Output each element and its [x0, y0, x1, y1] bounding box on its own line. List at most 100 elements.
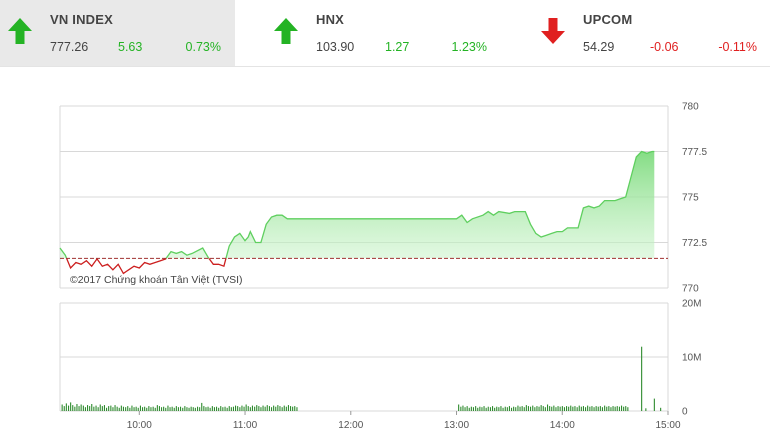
volume-bar: [167, 405, 169, 411]
volume-bar: [496, 406, 498, 411]
volume-bar: [572, 406, 574, 411]
ticker-change: 1.27: [385, 40, 410, 54]
volume-bar: [641, 346, 643, 411]
price-tick-label: 772.5: [682, 238, 707, 249]
volume-bar: [559, 406, 561, 411]
volume-bar: [275, 406, 277, 411]
volume-bar: [142, 407, 144, 411]
volume-bar: [235, 405, 237, 411]
index-chart: ©2017 Chứng khoán Tân Việt (TVSI) 780 777…: [59, 102, 707, 431]
volume-bar: [536, 406, 538, 411]
volume-bar: [156, 405, 158, 411]
ticker-change: -0.06: [650, 40, 679, 54]
x-tick-label: 12:00: [338, 420, 363, 431]
volume-bar: [190, 406, 192, 411]
price-line-down: [65, 258, 227, 275]
volume-bar: [627, 407, 629, 411]
volume-bar: [135, 406, 137, 411]
volume-bar: [158, 406, 160, 411]
volume-bar: [188, 407, 190, 411]
volume-bar: [203, 406, 205, 411]
ticker-value: 54.29: [583, 40, 615, 54]
volume-bar: [660, 407, 662, 411]
volume-bar: [93, 406, 95, 411]
volume-bar: [591, 406, 593, 411]
volume-bar: [294, 406, 296, 411]
volume-bar: [230, 407, 232, 411]
ticker-upcom[interactable]: UPCOM 54.29 -0.06 -0.11%: [533, 0, 770, 66]
volume-bar: [561, 406, 563, 411]
volume-bar: [106, 407, 108, 411]
volume-bar: [152, 406, 154, 411]
volume-bar: [169, 407, 171, 411]
volume-bar: [610, 407, 612, 411]
volume-bar: [532, 405, 534, 411]
volume-bar: [243, 406, 245, 411]
ticker-percent: 0.73%: [185, 40, 221, 54]
price-line: [59, 150, 655, 275]
volume-bar: [239, 407, 241, 411]
volume-bar: [625, 406, 627, 411]
volume-bar: [589, 406, 591, 411]
volume-bar: [65, 403, 67, 411]
x-tick-label: 11:00: [233, 420, 258, 431]
volume-bar: [266, 405, 268, 411]
volume-bar: [103, 405, 105, 411]
volume-bar: [580, 406, 582, 411]
volume-bar: [645, 408, 647, 411]
volume-bar: [133, 407, 135, 411]
volume-bar: [218, 407, 220, 411]
x-tick-label: 14:00: [550, 420, 575, 431]
price-tick-label: 775: [682, 193, 699, 204]
volume-bar: [487, 406, 489, 411]
volume-bar: [547, 404, 549, 411]
volume-bar: [226, 407, 228, 411]
ticker-percent: -0.11%: [718, 40, 757, 54]
volume-bar: [504, 406, 506, 411]
volume-bar: [593, 407, 595, 411]
volume-bar: [273, 405, 275, 411]
x-axis: 10:00 11:00 12:00 13:00 14:00 15:00: [127, 411, 681, 431]
volume-bar: [74, 406, 76, 411]
x-tick-label: 10:00: [127, 420, 152, 431]
volume-bar: [232, 406, 234, 411]
ticker-name: VN INDEX: [50, 12, 114, 27]
volume-bar: [599, 406, 601, 411]
volume-bar: [538, 406, 540, 411]
volume-bar: [292, 406, 294, 411]
volume-bar: [211, 406, 213, 411]
volume-bar: [608, 406, 610, 411]
volume-bar: [80, 404, 82, 411]
volume-bar: [139, 405, 141, 411]
ticker-name: HNX: [316, 12, 345, 27]
volume-bar: [576, 407, 578, 411]
volume-bar: [614, 406, 616, 411]
ticker-value: 103.90: [316, 40, 355, 54]
x-tick-label: 13:00: [444, 420, 469, 431]
volume-bar: [213, 407, 215, 411]
volume-bar: [479, 406, 481, 411]
ticker-hnx[interactable]: HNX 103.90 1.27 1.23%: [266, 0, 506, 66]
volume-tick-label: 20M: [682, 299, 701, 310]
ticker-vn-index[interactable]: VN INDEX 777.26 5.63 0.73%: [0, 0, 235, 66]
volume-bar: [268, 406, 270, 411]
volume-bar: [296, 407, 298, 411]
index-ticker-bar: VN INDEX 777.26 5.63 0.73% HNX 103.90 1.…: [0, 0, 770, 67]
volume-bar: [508, 406, 510, 411]
volume-bar: [271, 407, 273, 411]
volume-bar: [89, 406, 91, 411]
volume-bar: [574, 406, 576, 411]
volume-tick-label: 0: [682, 407, 688, 418]
volume-bar: [148, 406, 150, 411]
volume-bar: [570, 405, 572, 411]
volume-bar: [483, 406, 485, 411]
volume-bar: [544, 407, 546, 411]
volume-bar: [513, 406, 515, 411]
volume-bar: [76, 404, 78, 411]
volume-bar: [82, 405, 84, 411]
volume-bar: [468, 407, 470, 411]
volume-bar: [180, 406, 182, 411]
volume-bar: [460, 406, 462, 411]
volume-bar: [281, 407, 283, 411]
volume-bar: [118, 407, 120, 411]
